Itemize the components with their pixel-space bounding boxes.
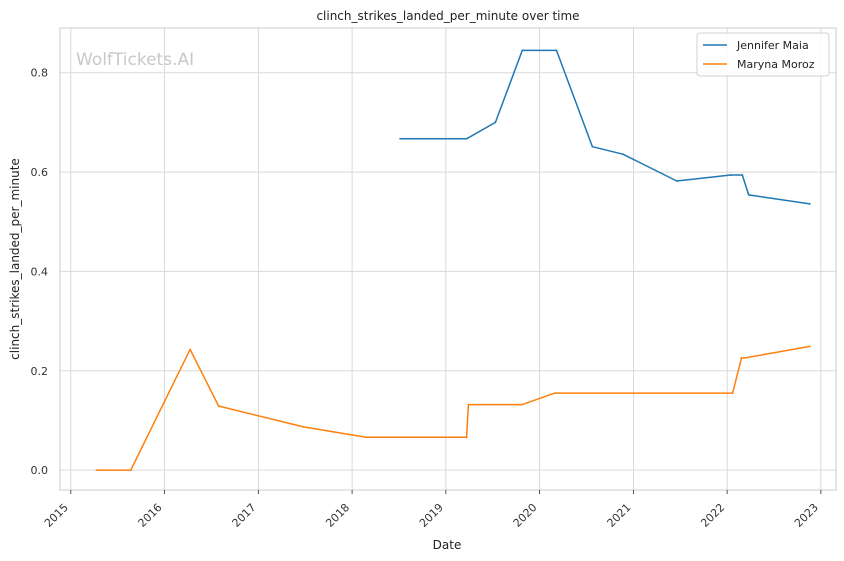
data-point: [217, 405, 220, 407]
data-point: [744, 356, 747, 359]
data-point: [189, 348, 192, 351]
data-point: [365, 436, 367, 439]
legend-label: Maryna Moroz: [737, 58, 815, 71]
data-point: [741, 174, 744, 176]
data-point: [465, 137, 468, 140]
series-line-1: [96, 345, 810, 471]
y-tick-label: 0.8: [31, 67, 49, 80]
data-point: [494, 121, 497, 124]
legend-box: [696, 32, 830, 77]
data-point: [622, 153, 624, 156]
data-point: [808, 345, 811, 348]
data-point: [465, 436, 468, 439]
chart-title: clinch_strikes_landed_per_minute over ti…: [316, 9, 579, 23]
data-point: [129, 469, 132, 472]
data-point: [555, 49, 558, 52]
data-point: [675, 180, 678, 182]
y-tick-label: 0.6: [31, 166, 49, 179]
watermark: WolfTickets.AI: [76, 50, 194, 70]
data-point: [399, 137, 402, 140]
y-axis-label: clinch_strikes_landed_per_minute: [8, 158, 22, 360]
y-tick-label: 0.0: [31, 464, 49, 477]
data-point: [521, 403, 524, 406]
data-point: [302, 426, 305, 428]
series-layer: [95, 49, 811, 472]
series-line-0: [400, 49, 810, 205]
y-tick-labels: 0.0 0.2 0.4 0.6 0.8: [31, 67, 49, 477]
data-point: [521, 49, 524, 52]
x-axis-label: Date: [433, 538, 462, 552]
data-point: [553, 392, 556, 395]
data-point: [731, 392, 734, 395]
data-point: [729, 174, 732, 176]
data-point: [591, 145, 594, 148]
y-tick-label: 0.4: [31, 265, 49, 278]
plot-frame: [59, 27, 837, 491]
legend: Jennifer Maia Maryna Moroz: [696, 32, 830, 77]
data-point: [467, 403, 470, 406]
data-point: [740, 356, 743, 359]
data-point: [808, 202, 811, 205]
legend-label: Jennifer Maia: [736, 39, 809, 52]
data-point: [95, 469, 98, 472]
y-tick-label: 0.2: [31, 365, 49, 378]
data-point: [747, 194, 750, 196]
